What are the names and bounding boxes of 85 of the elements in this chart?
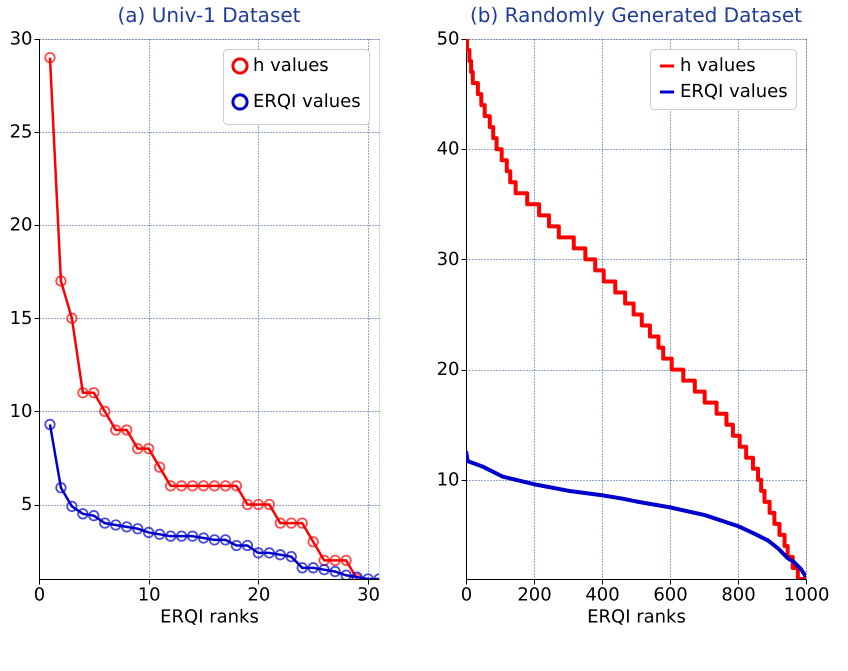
point <box>340 554 352 566</box>
point <box>132 443 144 454</box>
y-tick-label: 50 <box>436 28 460 50</box>
legend-label: ERQI values <box>680 81 788 102</box>
point <box>286 518 297 529</box>
point <box>154 528 166 540</box>
x-tick-label: 10 <box>138 584 161 606</box>
point <box>99 518 110 529</box>
y-tick-label: 25 <box>10 122 32 143</box>
point <box>308 562 319 574</box>
point <box>318 564 330 576</box>
x-tick-label: 0 <box>460 584 472 606</box>
point <box>77 508 89 520</box>
point <box>88 387 100 398</box>
point <box>44 418 56 430</box>
point <box>55 482 67 494</box>
legend-label: h values <box>253 55 329 76</box>
legend-label: ERQI values <box>253 91 361 112</box>
point <box>230 480 242 492</box>
point <box>121 521 132 532</box>
y-tick-label: 30 <box>10 28 32 50</box>
point <box>308 536 319 548</box>
y-tick-label: 5 <box>21 494 32 516</box>
point <box>110 424 122 436</box>
x-tick-label: 600 <box>653 584 688 606</box>
point <box>264 498 275 510</box>
point <box>176 480 188 492</box>
point <box>242 540 254 552</box>
point <box>143 443 154 454</box>
point <box>296 518 308 529</box>
point <box>220 534 232 546</box>
point <box>154 462 166 473</box>
y-tick-label: 10 <box>10 400 32 422</box>
point <box>121 424 132 436</box>
point <box>242 498 254 510</box>
y-tick-label: 30 <box>436 248 460 270</box>
point <box>132 523 144 534</box>
point <box>44 52 56 64</box>
point <box>329 566 341 578</box>
y-tick-label: 40 <box>436 138 460 160</box>
point <box>143 526 154 538</box>
x-axis-title: ERQI ranks <box>587 606 686 628</box>
point <box>329 554 341 566</box>
point <box>66 500 78 512</box>
x-tick-label: 1000 <box>784 584 830 606</box>
point <box>99 406 110 418</box>
point <box>88 510 100 522</box>
point <box>296 562 308 574</box>
point <box>186 530 198 542</box>
legend-label: h values <box>680 55 756 76</box>
point <box>164 480 176 492</box>
x-tick-label: 0 <box>34 584 46 606</box>
point <box>176 530 188 542</box>
point <box>340 570 352 579</box>
y-tick-label: 10 <box>436 469 460 490</box>
y-tick-label: 15 <box>10 308 32 329</box>
point <box>230 540 242 552</box>
point <box>208 534 220 546</box>
point <box>164 530 176 542</box>
x-tick-label: 30 <box>357 584 380 606</box>
point <box>66 312 78 324</box>
point <box>252 498 264 510</box>
point <box>55 275 67 287</box>
point <box>208 480 220 492</box>
y-tick-label: 20 <box>436 359 460 380</box>
point <box>274 518 286 529</box>
point <box>186 480 198 492</box>
point <box>198 480 210 492</box>
point <box>198 532 210 544</box>
y-tick-label: 20 <box>10 214 32 236</box>
point <box>220 480 232 492</box>
point <box>286 551 297 562</box>
point <box>264 547 275 559</box>
point <box>110 519 122 531</box>
x-tick-label: 200 <box>517 584 552 606</box>
x-tick-label: 800 <box>721 584 756 606</box>
point <box>77 387 89 398</box>
x-tick-label: 400 <box>585 584 620 606</box>
point <box>252 547 264 559</box>
x-tick-label: 20 <box>247 584 270 606</box>
chart-title: (b) Randomly Generated Dataset <box>470 3 802 27</box>
chart-title: (a) Univ-1 Dataset <box>117 3 301 27</box>
point <box>274 549 286 560</box>
point <box>318 554 330 566</box>
x-axis-title: ERQI ranks <box>160 606 259 628</box>
